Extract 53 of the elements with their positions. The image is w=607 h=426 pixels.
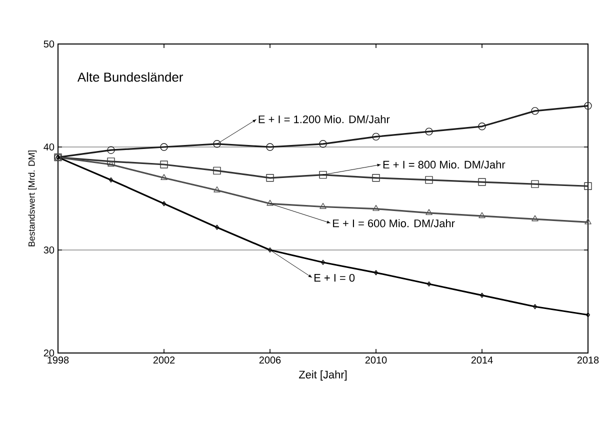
point (532, 215, 538, 222)
y-axis-title: Bestandswert [Mrd. DM] (28, 150, 37, 246)
point (584, 218, 592, 224)
point (372, 174, 380, 182)
point (425, 128, 433, 136)
annotation: E + I = 1.200 Mio. DM/Jahr (258, 115, 390, 124)
y-tick-label: 50 (44, 40, 54, 48)
point (319, 140, 327, 148)
y-tick-label: 20 (44, 349, 54, 357)
point (372, 132, 380, 141)
point (321, 260, 325, 265)
x-tick-label: 2018 (577, 356, 599, 364)
point (374, 270, 378, 276)
x-tick-label: 2014 (471, 356, 493, 364)
point (531, 180, 539, 188)
point (266, 174, 274, 182)
point (160, 160, 168, 168)
x-tick-label: 2006 (259, 356, 281, 364)
x-tick-label: 2002 (153, 356, 175, 364)
point (584, 102, 592, 110)
point (533, 304, 538, 310)
point (478, 178, 486, 186)
x-tick-label: 2010 (365, 356, 387, 364)
y-tick-label: 40 (44, 143, 54, 151)
point (215, 224, 219, 230)
point (531, 107, 539, 115)
x-axis-title: Zeit [Jahr] (298, 370, 347, 381)
point (584, 182, 592, 190)
point (107, 146, 115, 154)
point (320, 202, 326, 209)
point (213, 140, 221, 148)
point (478, 122, 486, 130)
point (107, 158, 115, 166)
annotation: E + I = 800 Mio. DM/Jahr (383, 160, 506, 169)
point (478, 212, 486, 218)
point (372, 204, 380, 211)
point (214, 186, 220, 192)
point (162, 201, 166, 206)
point (108, 160, 114, 167)
annotation: E + I = 0 (314, 274, 355, 282)
text: Alte Bundesländer (77, 72, 184, 82)
point (213, 166, 221, 175)
x-tick-label: 1998 (48, 356, 69, 364)
y-tick-label: 30 (44, 246, 54, 254)
point (266, 143, 274, 151)
point (160, 143, 168, 151)
point (160, 174, 168, 180)
point (426, 209, 432, 216)
point (319, 170, 327, 179)
point (480, 292, 484, 298)
point (266, 200, 274, 206)
point (425, 176, 433, 184)
annotation: E + I = 600 Mio. DM/Jahr (333, 219, 455, 228)
